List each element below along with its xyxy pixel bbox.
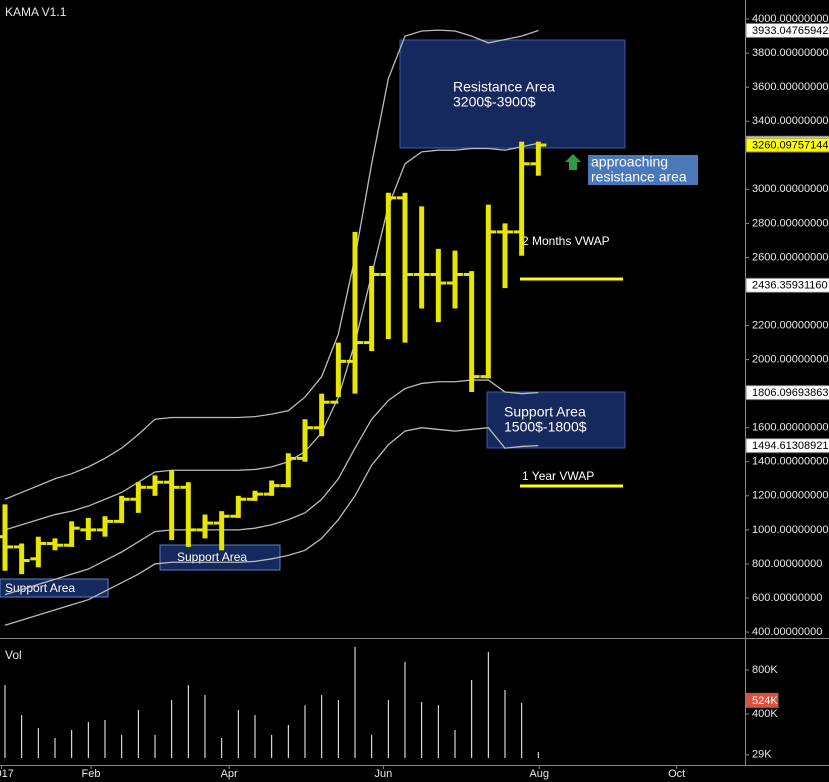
support-box	[486, 391, 626, 449]
annotation: Support Area	[177, 550, 247, 564]
price-badge-label: 1494.61308921	[752, 440, 828, 452]
y-tick-label: 600.00000000	[752, 592, 822, 604]
y-tick-label: 3800.00000000	[752, 47, 828, 59]
price-badge-label: 3260.09757144	[752, 139, 828, 151]
y-tick-label: 400.00000000	[752, 626, 822, 638]
y-tick-label: 4000.00000000	[752, 13, 828, 25]
annotation: 2 Months VWAP	[522, 234, 610, 248]
x-tick-label: Oct	[668, 768, 685, 780]
y-tick-label: 1200.00000000	[752, 490, 828, 502]
annotation: 1 Year VWAP	[522, 469, 594, 483]
y-tick-label: 800.00000000	[752, 558, 822, 570]
y-tick-label: 400K	[752, 708, 778, 720]
annotation: Support Area	[5, 581, 75, 595]
y-tick-label: 1400.00000000	[752, 456, 828, 468]
price-badge-label: 2436.35931160	[752, 280, 828, 292]
y-tick-label: 2800.00000000	[752, 217, 828, 229]
y-tick-label: 29K	[752, 749, 772, 761]
price-badge	[745, 22, 829, 38]
x-tick-label: Apr	[221, 768, 238, 780]
band-line	[4, 29, 539, 500]
arrow-icon	[565, 154, 581, 170]
annotation: 3200$-3900$	[453, 94, 536, 110]
band-line	[4, 142, 539, 531]
price-badge	[745, 385, 829, 401]
band-line	[4, 427, 539, 626]
y-tick-label: 1600.00000000	[752, 422, 828, 434]
y-tick-label: 800K	[752, 664, 778, 676]
y-tick-label: 3600.00000000	[752, 81, 828, 93]
annotation: approaching	[591, 154, 668, 170]
x-tick-label: Jun	[374, 768, 392, 780]
callout-box	[588, 155, 698, 185]
resistance-box	[399, 39, 626, 149]
x-tick-label: Feb	[82, 768, 101, 780]
y-tick-label: 2200.00000000	[752, 319, 828, 331]
price-badge-label: 1806.09693863	[752, 387, 828, 399]
price-badge-label: 524K	[752, 695, 778, 707]
band-line	[4, 379, 539, 596]
annotation: 1500$-1800$	[504, 419, 587, 435]
y-tick-label: 3400.00000000	[752, 115, 828, 127]
annotation: resistance area	[591, 169, 687, 185]
y-tick-label: 2600.00000000	[752, 251, 828, 263]
x-tick-label: Aug	[529, 768, 549, 780]
y-tick-label: 3000.00000000	[752, 183, 828, 195]
annotation: Resistance Area	[453, 79, 555, 95]
price-badge	[745, 692, 779, 708]
annotation: Support Area	[504, 404, 586, 420]
price-badge-label: 3933.04765942	[752, 25, 828, 37]
y-tick-label: 2000.00000000	[752, 354, 828, 366]
x-tick-label: 2017	[0, 768, 14, 780]
price-badge	[745, 277, 829, 293]
price-badge	[745, 438, 829, 454]
indicator-title: KAMA V1.1	[5, 5, 67, 19]
volume-title: Vol	[5, 648, 22, 662]
y-tick-label: 1000.00000000	[752, 524, 828, 536]
price-badge	[745, 137, 829, 153]
